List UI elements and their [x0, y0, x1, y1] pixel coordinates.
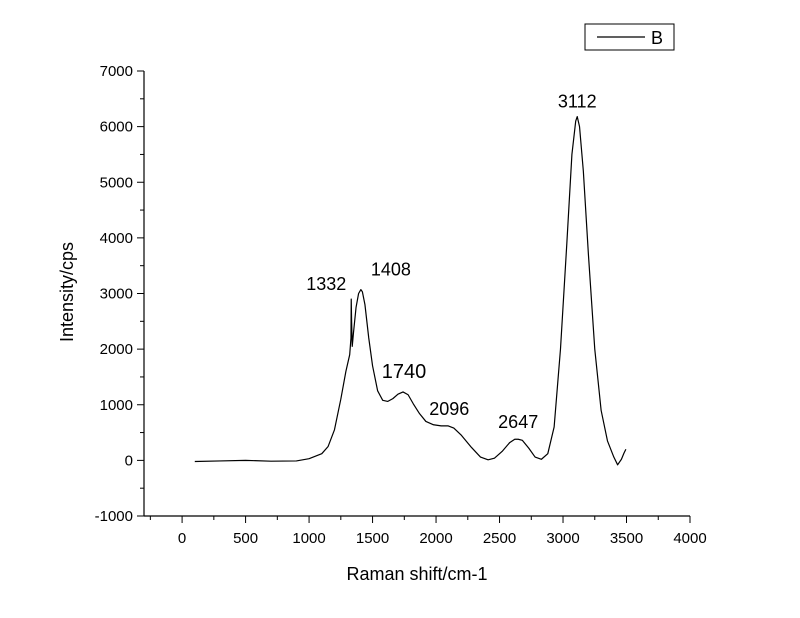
y-tick-label: 7000: [100, 63, 133, 80]
peak-label-2096: 2096: [429, 399, 469, 419]
y-tick-label: 1000: [100, 397, 133, 414]
y-tick-label: 2000: [100, 341, 133, 358]
x-tick-label: 3000: [546, 530, 579, 547]
series-layer: [194, 116, 627, 466]
axis-tick-labels: 0 500 1000 1500 2000 2500 3000 3500 4000 -1000 0 10…: [95, 63, 707, 547]
y-axis-title: Intensity/cps: [57, 242, 77, 342]
y-tick-label: 0: [125, 452, 133, 469]
y-tick-label: 3000: [100, 286, 133, 303]
peak-label-1740: 1740: [382, 361, 427, 383]
axis-ticks: [137, 70, 691, 523]
y-tick-label: 5000: [100, 174, 133, 191]
axes: [143, 71, 690, 517]
x-axis-title: Raman shift/cm-1: [346, 564, 487, 584]
y-tick-label: 6000: [100, 119, 133, 136]
peak-label-2647: 2647: [498, 412, 538, 432]
x-tick-label: 500: [233, 530, 258, 547]
y-tick-label: -1000: [95, 508, 133, 525]
x-tick-label: 0: [178, 530, 186, 547]
series-line-b: [194, 116, 627, 466]
x-tick-label: 4000: [673, 530, 706, 547]
legend: B: [584, 23, 675, 51]
peak-label-3112: 3112: [558, 92, 597, 112]
x-tick-label: 1500: [356, 530, 389, 547]
x-tick-label: 3500: [610, 530, 643, 547]
y-tick-label: 4000: [100, 230, 133, 247]
x-tick-label: 2000: [419, 530, 452, 547]
peak-label-1408: 1408: [371, 260, 411, 280]
x-tick-label: 1000: [292, 530, 325, 547]
x-tick-label: 2500: [483, 530, 516, 547]
peak-label-1332: 1332: [306, 274, 346, 294]
legend-entry-label: B: [651, 28, 663, 48]
